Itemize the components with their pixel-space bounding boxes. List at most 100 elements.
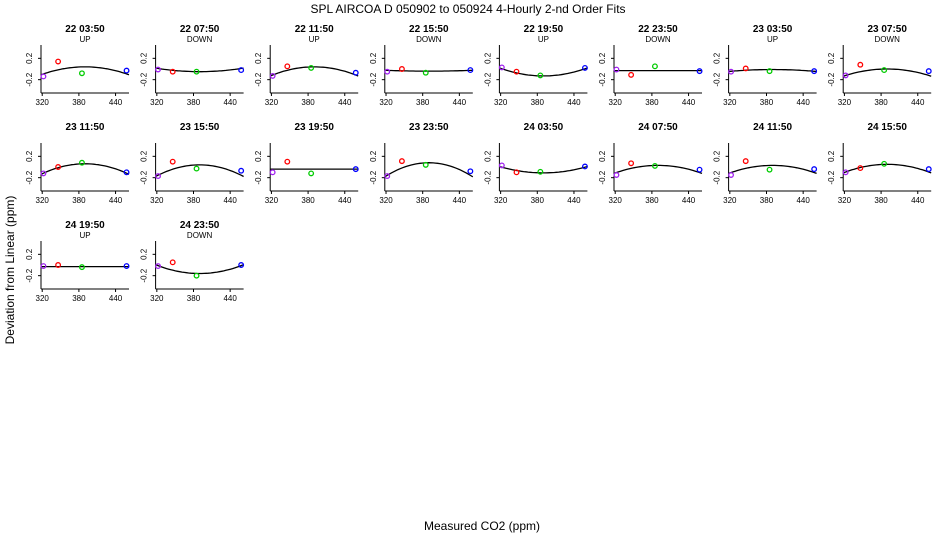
data-point	[422, 161, 429, 168]
y-tick-label: -0.2	[598, 72, 607, 86]
x-tick-label: 440	[453, 98, 467, 107]
panel-subtitle: DOWN	[875, 35, 901, 44]
panel-10: 23 15:50 0.2 -0.2 320 380 440	[140, 122, 245, 205]
data-point	[55, 164, 62, 170]
data-point	[55, 262, 62, 268]
x-tick-label: 380	[645, 196, 659, 205]
x-tick-label: 380	[531, 196, 545, 205]
x-tick-label: 380	[874, 196, 888, 205]
x-tick-label: 380	[531, 98, 545, 107]
x-tick-label: 320	[36, 196, 50, 205]
data-point	[582, 163, 588, 170]
x-tick-label: 380	[645, 98, 659, 107]
panel-title: 22 15:50	[409, 24, 449, 35]
data-point	[513, 169, 520, 176]
fit-curve	[155, 164, 244, 178]
x-tick-label: 320	[150, 196, 164, 205]
data-point	[925, 166, 932, 173]
data-point	[696, 166, 703, 173]
panel-subtitle: DOWN	[187, 35, 213, 44]
fit-curve	[269, 66, 359, 77]
data-point	[352, 166, 359, 173]
data-point	[613, 172, 620, 178]
panel-title: 23 11:50	[66, 122, 105, 133]
data-point	[498, 64, 505, 71]
panel-title: 22 19:50	[524, 24, 564, 35]
y-tick-label: 0.2	[140, 52, 149, 64]
panel-subtitle: UP	[79, 231, 90, 240]
y-tick-label: 0.2	[25, 52, 34, 64]
data-point	[308, 64, 315, 71]
x-tick-label: 320	[838, 98, 852, 107]
x-tick-label: 320	[379, 98, 393, 107]
fit-curve	[40, 163, 130, 175]
data-point	[881, 67, 888, 74]
y-tick-label: 0.2	[369, 52, 378, 64]
x-tick-label: 440	[223, 98, 237, 107]
x-tick-label: 440	[796, 98, 810, 107]
figure-title: SPL AIRCOA D 050902 to 050924 4-Hourly 2…	[310, 2, 625, 16]
panel-title: 24 15:50	[867, 122, 907, 133]
x-tick-label: 440	[911, 98, 925, 107]
x-tick-label: 440	[567, 98, 581, 107]
y-tick-label: -0.2	[25, 268, 34, 282]
panel-9: 23 11:50 0.2 -0.2 320 380 440	[25, 122, 130, 205]
data-point	[811, 166, 818, 173]
fit-curve	[384, 162, 474, 178]
x-tick-label: 380	[301, 98, 315, 107]
x-tick-label: 380	[416, 196, 430, 205]
x-tick-label: 380	[760, 98, 774, 107]
y-tick-label: 0.2	[25, 248, 34, 260]
panel-title: 22 23:50	[638, 24, 678, 35]
y-tick-label: -0.2	[827, 170, 836, 184]
y-tick-label: 0.2	[598, 52, 607, 64]
x-tick-label: 440	[338, 196, 352, 205]
fit-curve	[40, 66, 130, 76]
data-point	[352, 69, 359, 76]
x-tick-label: 320	[494, 98, 508, 107]
x-tick-label: 320	[609, 196, 623, 205]
data-point	[881, 160, 888, 167]
x-tick-label: 320	[723, 196, 737, 205]
y-tick-label: 0.2	[483, 150, 492, 162]
y-tick-label: -0.2	[140, 170, 149, 184]
data-point	[537, 168, 544, 175]
data-point	[811, 68, 818, 75]
fit-curve	[155, 67, 244, 73]
y-axis-label: Deviation from Linear (ppm)	[3, 196, 17, 345]
fit-curve	[613, 164, 703, 175]
x-tick-label: 320	[150, 294, 164, 303]
data-point	[857, 61, 864, 68]
panel-subtitle: UP	[538, 35, 549, 44]
data-point	[169, 158, 176, 165]
data-point	[238, 262, 245, 268]
x-tick-label: 440	[338, 98, 352, 107]
y-tick-label: -0.2	[483, 170, 492, 184]
y-tick-label: 0.2	[827, 150, 836, 162]
y-tick-label: -0.2	[140, 268, 149, 282]
data-point	[78, 264, 85, 271]
data-point	[498, 162, 505, 169]
y-tick-label: 0.2	[140, 150, 149, 162]
fit-curve	[384, 69, 473, 72]
data-point	[169, 68, 176, 75]
x-tick-label: 380	[187, 294, 201, 303]
panel-title: 23 23:50	[409, 122, 449, 133]
y-tick-label: -0.2	[254, 170, 263, 184]
panel-title: 23 19:50	[294, 122, 334, 133]
data-point	[193, 272, 200, 279]
data-point	[123, 263, 130, 270]
data-point	[193, 68, 200, 75]
data-point	[467, 168, 474, 175]
panel-15: 24 11:50 0.2 -0.2 320 380 440	[713, 122, 818, 205]
y-tick-label: 0.2	[598, 150, 607, 162]
data-point	[155, 173, 161, 180]
x-tick-label: 380	[187, 98, 201, 107]
fit-curve	[843, 68, 932, 77]
